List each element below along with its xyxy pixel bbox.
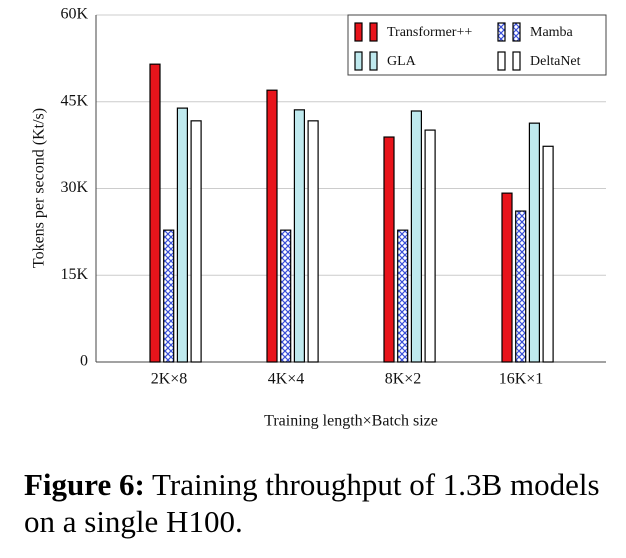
bar bbox=[528, 122, 541, 363]
bar bbox=[190, 120, 202, 363]
legend-swatch bbox=[369, 51, 378, 71]
x-tick-label: 16K×1 bbox=[499, 371, 544, 388]
chart: Tokens per second (Kt/s) Training length… bbox=[31, 6, 607, 430]
caption-label: Figure 6: bbox=[24, 467, 145, 502]
legend-label: GLA bbox=[387, 54, 417, 69]
bar bbox=[515, 210, 527, 363]
legend-swatch bbox=[512, 51, 521, 71]
y-tick-label: 0 bbox=[80, 353, 88, 370]
legend-swatch bbox=[354, 51, 363, 71]
y-tick-label: 45K bbox=[60, 92, 88, 109]
y-axis-title: Tokens per second (Kt/s) bbox=[31, 108, 48, 268]
y-tick-label: 60K bbox=[60, 6, 88, 23]
bar bbox=[397, 229, 409, 363]
bar bbox=[410, 110, 422, 363]
bar bbox=[149, 63, 161, 363]
bar bbox=[163, 229, 175, 363]
legend-swatch bbox=[369, 22, 378, 42]
bar bbox=[501, 192, 513, 363]
legend-box bbox=[347, 14, 607, 76]
bar bbox=[176, 107, 188, 363]
legend-swatch bbox=[497, 51, 506, 71]
bar bbox=[383, 136, 395, 363]
y-tick-label: 30K bbox=[60, 179, 88, 196]
legend-label: Transformer++ bbox=[387, 25, 472, 40]
y-tick-label: 15K bbox=[60, 266, 88, 283]
caption-text: Training throughput of 1.3B models on a … bbox=[24, 467, 600, 539]
x-axis-title: Training length×Batch size bbox=[264, 413, 438, 430]
bar bbox=[293, 109, 305, 363]
x-tick-label: 8K×2 bbox=[385, 371, 422, 388]
bar bbox=[307, 120, 319, 363]
x-tick-label: 2K×8 bbox=[151, 371, 188, 388]
legend-swatch bbox=[354, 22, 363, 42]
caption: Figure 6: Training throughput of 1.3B mo… bbox=[24, 466, 624, 540]
x-tick-label: 4K×4 bbox=[268, 371, 305, 388]
bar bbox=[424, 129, 436, 363]
bar bbox=[542, 145, 554, 363]
bar bbox=[266, 89, 278, 363]
legend-label: Mamba bbox=[530, 25, 574, 40]
legend-swatch bbox=[512, 22, 521, 42]
legend-label: DeltaNet bbox=[530, 54, 581, 69]
bar bbox=[280, 229, 292, 363]
legend-swatch bbox=[497, 22, 506, 42]
